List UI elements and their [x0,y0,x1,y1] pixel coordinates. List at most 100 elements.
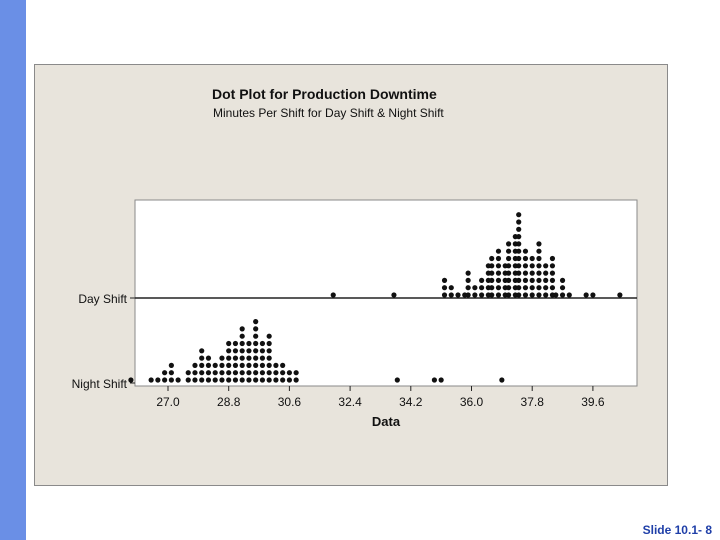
data-dot [479,285,485,291]
data-dot [266,370,272,376]
data-dot [522,292,529,298]
data-dot [226,370,232,376]
data-dot [516,255,522,262]
data-dot [441,277,448,283]
data-dot [168,370,174,376]
data-dot [516,234,522,240]
data-dot [489,277,495,283]
data-dot [559,292,566,298]
data-dot [219,370,225,376]
data-dot [232,377,239,383]
data-dot [516,263,522,269]
data-dot [553,292,559,298]
data-dot [391,292,397,298]
data-dot [239,340,245,347]
data-dot [536,241,542,247]
x-tick-label: 39.6 [581,395,605,409]
data-dot [253,348,259,354]
data-dot [273,377,279,383]
data-dot [330,292,336,298]
data-dot [246,377,252,383]
data-dot [128,377,134,383]
data-dot [280,377,286,383]
slide-accent-bar [0,0,26,540]
data-dot [472,292,478,298]
data-dot [253,377,259,383]
data-dot [273,362,279,368]
data-dot [495,270,502,276]
data-dot [566,292,572,298]
data-dot [212,370,218,376]
data-dot [522,263,529,269]
data-dot [536,255,542,262]
data-dot [286,370,292,376]
data-dot [536,248,542,254]
data-dot [239,355,245,361]
data-dot [489,270,495,276]
data-dot [293,370,299,376]
data-dot [266,340,272,347]
x-tick-label: 28.8 [217,395,241,409]
data-dot [226,377,232,383]
data-dot [205,355,212,361]
data-dot [516,292,522,298]
data-dot [232,362,239,368]
chart-subtitle: Minutes Per Shift for Day Shift & Night … [213,106,444,120]
data-dot [199,355,205,361]
data-dot [479,292,485,298]
data-dot [212,362,218,368]
x-tick-label: 37.8 [521,395,545,409]
data-dot [543,263,549,269]
data-dot [259,377,266,383]
data-dot [185,377,191,383]
data-dot [246,348,252,354]
data-dot [495,248,502,254]
data-dot [529,255,535,262]
data-dot [239,326,245,332]
data-dot [522,285,529,291]
data-dot [536,263,542,269]
data-dot [522,277,529,283]
data-dot [489,285,495,291]
data-dot [505,292,512,298]
data-dot [495,255,502,262]
data-dot [522,270,529,276]
data-dot [205,362,212,368]
data-dot [192,370,198,376]
data-dot [536,285,542,291]
data-dot [219,377,225,383]
data-dot [549,270,556,276]
data-dot [155,377,161,383]
data-dot [536,270,542,276]
data-dot [455,292,461,298]
data-dot [239,370,245,376]
data-dot [232,370,239,376]
data-dot [549,277,556,283]
x-tick-label: 34.2 [399,395,423,409]
data-dot [489,292,495,298]
data-dot [505,277,512,283]
data-dot [239,333,245,339]
data-dot [465,285,471,291]
data-dot [266,333,272,339]
x-tick-label: 36.0 [460,395,484,409]
data-dot [259,362,266,368]
data-dot [549,263,556,269]
data-dot [529,270,535,276]
data-dot [266,348,272,354]
data-dot [199,377,205,383]
data-dot [259,370,266,376]
data-dot [253,362,259,368]
data-dot [536,277,542,283]
data-dot [495,277,502,283]
data-dot [489,263,495,269]
data-dot [226,348,232,354]
x-tick-label: 27.0 [156,395,180,409]
data-dot [441,292,448,298]
data-dot [226,340,232,347]
data-dot [246,370,252,376]
data-dot [239,377,245,383]
data-dot [505,255,512,262]
data-dot [499,377,505,383]
data-dot [441,285,448,291]
